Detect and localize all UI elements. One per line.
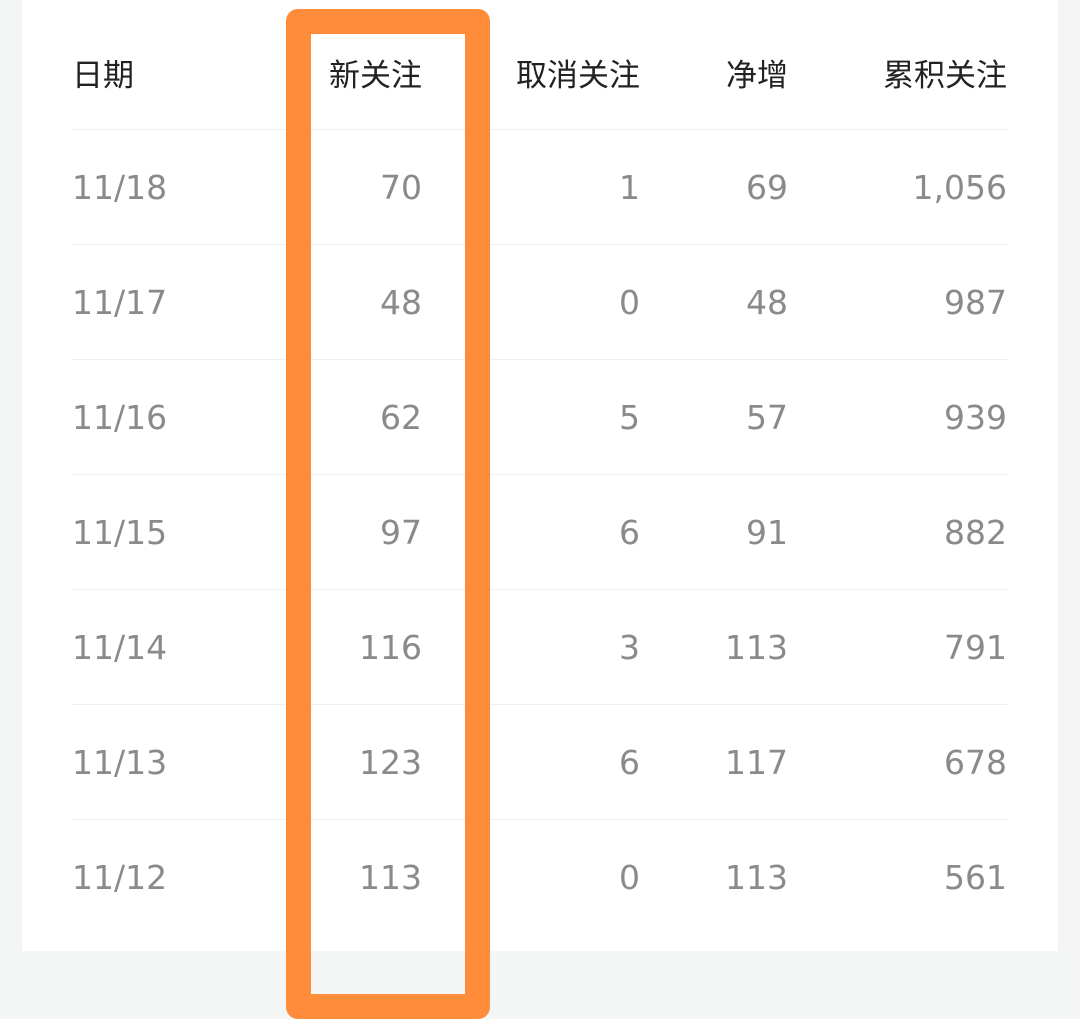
cell-net-growth: 113 xyxy=(725,858,788,897)
cell-date: 11/14 xyxy=(72,628,168,667)
cell-date: 11/12 xyxy=(72,858,168,897)
row-divider xyxy=(72,474,1007,475)
header-date: 日期 xyxy=(72,57,134,94)
cell-unfollows: 6 xyxy=(619,743,640,782)
cell-total-followers: 791 xyxy=(944,628,1007,667)
row-divider xyxy=(72,244,1007,245)
cell-new-followers: 48 xyxy=(380,283,422,322)
cell-date: 11/13 xyxy=(72,743,168,782)
cell-unfollows: 0 xyxy=(619,283,640,322)
header-total-followers: 累积关注 xyxy=(883,57,1007,94)
table-row: 11/16 62 5 57 939 xyxy=(72,360,1007,475)
table-row: 11/14 116 3 113 791 xyxy=(72,590,1007,705)
cell-net-growth: 69 xyxy=(746,168,788,207)
row-divider xyxy=(72,129,1007,130)
cell-date: 11/18 xyxy=(72,168,168,207)
row-divider xyxy=(72,589,1007,590)
cell-date: 11/17 xyxy=(72,283,168,322)
cell-date: 11/15 xyxy=(72,513,168,552)
header-unfollows: 取消关注 xyxy=(516,57,640,94)
cell-new-followers: 62 xyxy=(380,398,422,437)
cell-new-followers: 116 xyxy=(359,628,422,667)
cell-net-growth: 117 xyxy=(725,743,788,782)
cell-net-growth: 57 xyxy=(746,398,788,437)
cell-new-followers: 123 xyxy=(359,743,422,782)
cell-net-growth: 48 xyxy=(746,283,788,322)
row-divider xyxy=(72,704,1007,705)
cell-new-followers: 70 xyxy=(380,168,422,207)
highlight-box-new-followers-column xyxy=(286,9,490,1019)
header-new-followers: 新关注 xyxy=(329,57,422,94)
cell-total-followers: 987 xyxy=(944,283,1007,322)
cell-unfollows: 0 xyxy=(619,858,640,897)
table-header: 日期 新关注 取消关注 净增 累积关注 xyxy=(72,15,1007,129)
cell-total-followers: 1,056 xyxy=(912,168,1007,207)
table-row: 11/15 97 6 91 882 xyxy=(72,475,1007,590)
table-row: 11/13 123 6 117 678 xyxy=(72,705,1007,820)
cell-total-followers: 678 xyxy=(944,743,1007,782)
table-row: 11/18 70 1 69 1,056 xyxy=(72,130,1007,245)
cell-unfollows: 1 xyxy=(619,168,640,207)
cell-new-followers: 113 xyxy=(359,858,422,897)
cell-net-growth: 113 xyxy=(725,628,788,667)
cell-total-followers: 882 xyxy=(944,513,1007,552)
cell-date: 11/16 xyxy=(72,398,168,437)
cell-unfollows: 3 xyxy=(619,628,640,667)
cell-new-followers: 97 xyxy=(380,513,422,552)
cell-total-followers: 561 xyxy=(944,858,1007,897)
row-divider xyxy=(72,819,1007,820)
table-row: 11/12 113 0 113 561 xyxy=(72,820,1007,935)
cell-total-followers: 939 xyxy=(944,398,1007,437)
cell-unfollows: 6 xyxy=(619,513,640,552)
table-row: 11/17 48 0 48 987 xyxy=(72,245,1007,360)
cell-unfollows: 5 xyxy=(619,398,640,437)
row-divider xyxy=(72,359,1007,360)
header-net-growth: 净增 xyxy=(726,57,788,94)
stats-card xyxy=(22,0,1058,951)
cell-net-growth: 91 xyxy=(746,513,788,552)
